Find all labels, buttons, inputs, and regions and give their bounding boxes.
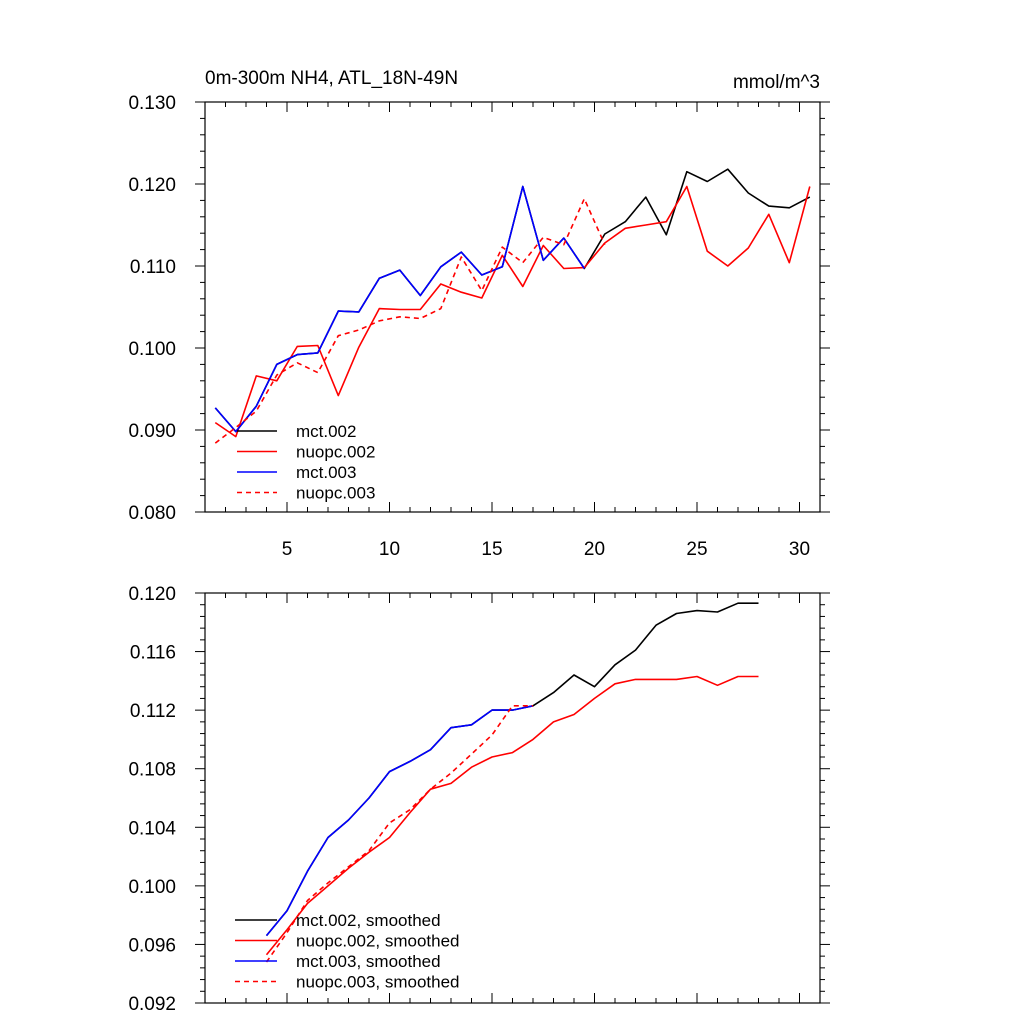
top-series-line-mct-002: [214, 168, 811, 433]
top-series-line-nuopc-002: [214, 185, 811, 438]
top-series-line-nuopc-003: [214, 198, 606, 444]
bottom-y-tick-label: 0.112: [130, 701, 176, 722]
bottom-series-line-nuopc-003-smoothed: [265, 704, 533, 963]
top-legend-label: nuopc.002: [296, 443, 375, 462]
top-x-tick-label: 15: [481, 539, 502, 560]
top-x-tick-label: 20: [584, 539, 605, 560]
bottom-legend-label: mct.003, smoothed: [296, 952, 441, 971]
top-legend-label: nuopc.003: [296, 484, 375, 503]
bottom-legend-label: mct.002, smoothed: [296, 911, 441, 930]
top-y-tick-label: 0.090: [128, 421, 176, 442]
top-y-tick-label: 0.120: [128, 175, 176, 196]
bottom-legend-label: nuopc.002, smoothed: [296, 932, 460, 951]
top-series-line-mct-003: [214, 185, 585, 433]
bottom-y-tick-label: 0.096: [128, 935, 176, 956]
bottom-y-tick-label: 0.092: [128, 994, 176, 1015]
top-y-tick-label: 0.100: [128, 339, 176, 360]
bottom-legend-label: nuopc.003, smoothed: [296, 973, 460, 992]
chart-units: mmol/m^3: [733, 72, 820, 93]
top-y-tick-label: 0.130: [128, 93, 176, 114]
top-legend-label: mct.002: [296, 422, 356, 441]
top-x-tick-label: 10: [379, 539, 400, 560]
bottom-series-line-mct-003-smoothed: [265, 705, 534, 937]
top-x-tick-label: 25: [686, 539, 707, 560]
bottom-y-tick-label: 0.116: [130, 643, 176, 664]
chart-title: 0m-300m NH4, ATL_18N-49N: [205, 68, 458, 89]
bottom-series-line-nuopc-002-smoothed: [265, 675, 759, 956]
top-y-tick-label: 0.080: [128, 503, 176, 524]
bottom-series-line-mct-002-smoothed: [265, 602, 759, 937]
top-x-tick-label: 30: [789, 539, 810, 560]
top-panel: 5 10 15 20 25 30 0.080 0.090 0.100 0.110 0.120 0.13…: [128, 68, 830, 560]
top-x-tick-label: 5: [282, 539, 293, 560]
bottom-y-tick-label: 0.120: [128, 584, 176, 605]
bottom-y-tick-label: 0.108: [128, 760, 176, 781]
bottom-y-tick-label: 0.104: [128, 818, 176, 839]
top-y-tick-label: 0.110: [130, 257, 176, 278]
bottom-panel: 0.092 0.096 0.100 0.104 0.108 0.112 0.116 0.120…: [128, 584, 830, 1015]
bottom-y-tick-label: 0.100: [128, 877, 176, 898]
top-legend-label: mct.003: [296, 463, 356, 482]
